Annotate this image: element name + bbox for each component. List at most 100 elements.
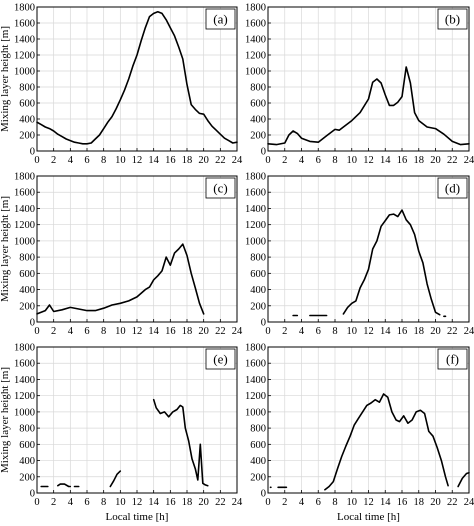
- y-tick-label-b-1600: 1600: [245, 19, 266, 30]
- y-tick-label-e-400: 400: [19, 456, 35, 467]
- x-tick-label-e-2: 2: [51, 497, 56, 508]
- y-tick-label-e-200: 200: [19, 472, 35, 483]
- x-tick-label-e-12: 12: [132, 497, 143, 508]
- y-tick-label-d-1600: 1600: [245, 188, 266, 199]
- x-tick-label-a-8: 8: [101, 155, 106, 166]
- x-tick-label-a-4: 4: [68, 155, 74, 166]
- x-tick-label-e-8: 8: [101, 497, 106, 508]
- y-tick-label-a-1200: 1200: [14, 51, 35, 62]
- y-tick-label-b-200: 200: [250, 131, 266, 142]
- y-tick-label-c-1200: 1200: [14, 220, 35, 231]
- x-tick-label-e-22: 22: [215, 497, 226, 508]
- series-line-d-0-seg-2: [342, 209, 441, 316]
- x-tick-label-e-0: 0: [34, 497, 39, 508]
- y-tick-label-d-800: 800: [250, 253, 266, 264]
- y-tick-label-e-0: 0: [30, 489, 35, 500]
- x-tick-label-b-0: 0: [265, 155, 270, 166]
- x-tick-label-d-12: 12: [363, 326, 374, 337]
- y-tick-label-f-800: 800: [250, 424, 266, 435]
- panel-label-box-b: [437, 8, 468, 30]
- x-tick-label-f-0: 0: [265, 497, 270, 508]
- x-tick-label-c-22: 22: [215, 326, 226, 337]
- x-tick-label-a-2: 2: [51, 155, 56, 166]
- y-tick-label-e-1400: 1400: [14, 375, 35, 386]
- x-tick-label-b-10: 10: [347, 155, 358, 166]
- y-tick-label-c-1600: 1600: [14, 188, 35, 199]
- y-tick-label-a-1400: 1400: [14, 35, 35, 46]
- x-tick-label-c-18: 18: [182, 326, 193, 337]
- y-tick-label-d-1200: 1200: [245, 220, 266, 231]
- x-tick-label-d-0: 0: [265, 326, 270, 337]
- series-line-f-0-seg-2: [324, 393, 449, 491]
- y-tick-label-e-1000: 1000: [14, 407, 35, 418]
- series-line-b-0-seg-0: [267, 66, 470, 146]
- y-tick-label-b-1800: 1800: [245, 3, 266, 14]
- x-tick-label-b-12: 12: [363, 155, 374, 166]
- y-tick-label-a-600: 600: [19, 99, 35, 110]
- y-tick-label-b-1000: 1000: [245, 67, 266, 78]
- x-tick-label-c-12: 12: [132, 326, 143, 337]
- y-tick-label-b-1400: 1400: [245, 35, 266, 46]
- y-tick-label-a-1600: 1600: [14, 19, 35, 30]
- x-tick-label-c-8: 8: [101, 326, 106, 337]
- x-tick-label-f-6: 6: [316, 497, 321, 508]
- series-line-e-0-seg-4: [152, 398, 209, 487]
- x-tick-label-a-10: 10: [115, 155, 126, 166]
- y-tick-label-a-1000: 1000: [14, 67, 35, 78]
- x-tick-label-f-14: 14: [380, 497, 391, 508]
- x-tick-label-a-18: 18: [182, 155, 193, 166]
- x-tick-label-e-10: 10: [115, 497, 126, 508]
- x-tick-label-b-20: 20: [430, 155, 441, 166]
- x-tick-label-d-16: 16: [397, 326, 408, 337]
- y-tick-label-b-400: 400: [250, 115, 266, 126]
- x-tick-label-f-24: 24: [464, 497, 474, 508]
- x-tick-label-f-20: 20: [430, 497, 441, 508]
- x-tick-label-a-16: 16: [165, 155, 176, 166]
- y-tick-label-c-400: 400: [19, 285, 35, 296]
- x-axis-label-f: Local time [h]: [337, 511, 400, 523]
- y-tick-label-f-1400: 1400: [245, 375, 266, 386]
- x-tick-label-b-18: 18: [414, 155, 425, 166]
- x-tick-label-d-10: 10: [347, 326, 358, 337]
- x-tick-label-f-2: 2: [282, 497, 287, 508]
- x-tick-label-b-6: 6: [316, 155, 321, 166]
- y-tick-label-e-1600: 1600: [14, 359, 35, 370]
- y-tick-label-c-800: 800: [19, 253, 35, 264]
- x-tick-label-f-18: 18: [414, 497, 425, 508]
- x-tick-label-f-16: 16: [397, 497, 408, 508]
- x-tick-label-f-8: 8: [332, 497, 337, 508]
- x-tick-label-c-6: 6: [84, 326, 89, 337]
- panel-label-f: (f): [446, 352, 459, 367]
- x-tick-label-a-6: 6: [84, 155, 89, 166]
- y-axis-label-a: Mixing layer height [m]: [0, 26, 11, 132]
- x-tick-label-b-16: 16: [397, 155, 408, 166]
- x-tick-label-b-2: 2: [282, 155, 287, 166]
- x-tick-label-f-22: 22: [447, 497, 458, 508]
- x-tick-label-e-18: 18: [182, 497, 193, 508]
- x-tick-label-b-4: 4: [299, 155, 305, 166]
- y-tick-label-a-1800: 1800: [14, 3, 35, 14]
- panel-label-d: (d): [445, 181, 460, 196]
- series-line-e-0-seg-1: [57, 483, 72, 488]
- y-tick-label-c-200: 200: [19, 301, 35, 312]
- y-tick-label-e-600: 600: [19, 440, 35, 451]
- x-tick-label-d-24: 24: [464, 326, 474, 337]
- y-tick-label-d-400: 400: [250, 285, 266, 296]
- x-tick-label-d-4: 4: [299, 326, 305, 337]
- y-tick-label-b-1200: 1200: [245, 51, 266, 62]
- x-tick-label-c-0: 0: [34, 326, 39, 337]
- x-tick-label-a-14: 14: [148, 155, 159, 166]
- y-tick-label-f-1800: 1800: [245, 343, 266, 354]
- x-tick-label-a-20: 20: [198, 155, 209, 166]
- x-tick-label-a-24: 24: [232, 155, 243, 166]
- y-tick-label-d-200: 200: [250, 301, 266, 312]
- x-tick-label-c-4: 4: [68, 326, 74, 337]
- x-tick-label-e-24: 24: [232, 497, 243, 508]
- x-tick-label-e-6: 6: [84, 497, 89, 508]
- y-tick-label-f-1600: 1600: [245, 359, 266, 370]
- panel-label-box-c: [205, 177, 236, 199]
- panel-label-e: (e): [213, 352, 227, 367]
- panel-label-box-f: [437, 348, 468, 370]
- y-tick-label-e-800: 800: [19, 424, 35, 435]
